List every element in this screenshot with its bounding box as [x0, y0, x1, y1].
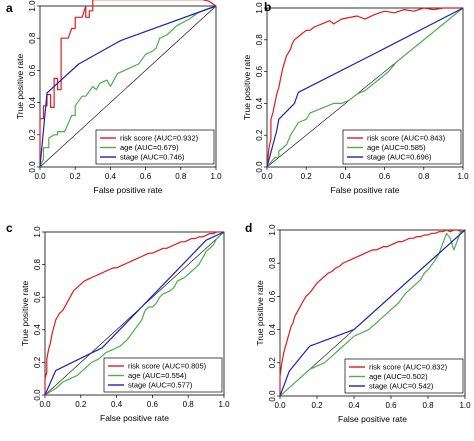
x-tick-label: 0.0: [39, 400, 51, 409]
plot-frame: [266, 7, 464, 168]
y-tick-label: 0.4: [33, 324, 42, 336]
series-line-1: [266, 7, 464, 168]
panel-letter: a: [6, 1, 13, 15]
series-line-0: [39, 0, 217, 167]
roc-chart-d: 0.0 0.2 0.4 0.6 0.8 1.0 0.0 0.2 0.4 0.6 0.8 1.0 Fals…: [245, 221, 471, 424]
x-tick-label: 0.4: [111, 400, 123, 409]
legend-entry: age (AUC=0.585): [367, 143, 426, 152]
legend-entry: age (AUC=0.502): [369, 372, 428, 381]
x-tick-label: 0.6: [379, 172, 391, 181]
x-tick-label: 0.8: [183, 400, 195, 409]
series-line-2: [266, 7, 464, 168]
y-tick-label: 0.0: [28, 161, 37, 173]
y-tick-label: 0.2: [255, 129, 264, 141]
legend-entry: stage (AUC=0.542): [369, 382, 434, 391]
x-tick-label: 0.6: [140, 172, 152, 181]
y-tick-label: 0.6: [28, 64, 37, 76]
y-axis-label: True positive rate: [255, 280, 265, 346]
x-tick-label: 0.2: [311, 401, 323, 410]
x-tick-label: 1.0: [457, 172, 469, 181]
y-tick-label: 1.0: [268, 224, 277, 236]
roc-panel-a: 0.0 0.2 0.4 0.6 0.8 1.0 0.0 0.2 0.4 0.6 0.8 1.0 Fals…: [0, 0, 237, 220]
legend-entry: stage (AUC=0.577): [128, 381, 193, 390]
series-line-1: [44, 231, 225, 396]
y-tick-label: 0.0: [33, 389, 42, 401]
y-tick-label: 1.0: [33, 226, 42, 238]
series-line-2: [279, 229, 466, 397]
x-axis-label: False positive rate: [331, 185, 400, 195]
roc-chart-b: 0.0 0.2 0.4 0.6 0.8 1.0 0.0 0.2 0.4 0.6 0.8 1.0 Fals…: [242, 0, 469, 195]
plot-frame: [279, 229, 466, 397]
x-tick-label: 0.2: [70, 172, 82, 181]
x-tick-label: 0.0: [261, 172, 273, 181]
x-axis-label: False positive rate: [100, 413, 169, 423]
x-tick-label: 1.0: [218, 400, 230, 409]
panel-letter: b: [264, 0, 271, 14]
y-axis-label: True positive rate: [15, 54, 25, 120]
x-tick-label: 0.8: [175, 172, 187, 181]
legend-entry: stage (AUC=0.696): [367, 153, 432, 162]
roc-chart-c: 0.0 0.2 0.4 0.6 0.8 1.0 0.0 0.2 0.4 0.6 0.8 1.0 Fals…: [6, 221, 230, 423]
diagonal-reference-line: [39, 5, 217, 168]
roc-panel-d: 0.0 0.2 0.4 0.6 0.8 1.0 0.0 0.2 0.4 0.6 0.8 1.0 Fals…: [237, 220, 474, 441]
x-tick-label: 0.4: [348, 401, 360, 410]
y-tick-label: 0.4: [255, 97, 264, 109]
x-tick-label: 0.6: [147, 400, 159, 409]
y-tick-label: 0.6: [268, 290, 277, 302]
y-tick-label: 0.8: [33, 258, 42, 270]
series-line-2: [44, 231, 225, 396]
x-tick-label: 0.2: [75, 400, 87, 409]
roc-chart-a: 0.0 0.2 0.4 0.6 0.8 1.0 0.0 0.2 0.4 0.6 0.8 1.0 Fals…: [6, 0, 222, 195]
series-line-1: [39, 5, 217, 168]
roc-panel-b: 0.0 0.2 0.4 0.6 0.8 1.0 0.0 0.2 0.4 0.6 0.8 1.0 Fals…: [237, 0, 474, 220]
y-axis-label: True positive rate: [20, 281, 30, 347]
x-tick-label: 0.8: [418, 172, 430, 181]
x-tick-label: 1.0: [210, 172, 222, 181]
y-tick-label: 1.0: [28, 0, 37, 12]
x-tick-label: 0.6: [385, 401, 397, 410]
y-tick-label: 1.0: [255, 2, 264, 14]
legend-entry: risk score (AUC=0.832): [369, 363, 448, 372]
y-tick-label: 0.4: [268, 323, 277, 335]
x-tick-label: 0.0: [274, 401, 286, 410]
series-line-0: [44, 231, 224, 395]
x-tick-label: 0.0: [34, 172, 46, 181]
x-tick-label: 0.8: [422, 401, 434, 410]
series-line-0: [266, 7, 463, 168]
series-line-1: [279, 229, 465, 397]
legend-entry: age (AUC=0.679): [120, 143, 179, 152]
series-line-0: [279, 229, 466, 396]
panel-letter: c: [6, 221, 13, 235]
legend-entry: risk score (AUC=0.932): [120, 134, 199, 143]
y-tick-label: 0.0: [255, 161, 264, 173]
x-axis-label: False positive rate: [338, 414, 407, 424]
x-tick-label: 0.2: [301, 172, 313, 181]
series-line-2: [39, 5, 217, 168]
legend-entry: risk score (AUC=0.843): [367, 134, 446, 143]
x-axis-label: False positive rate: [94, 185, 163, 195]
x-tick-label: 0.4: [340, 172, 352, 181]
y-axis-label: True positive rate: [242, 55, 252, 121]
y-tick-label: 0.8: [268, 257, 277, 269]
y-tick-label: 0.8: [255, 34, 264, 46]
plot-frame: [44, 231, 225, 396]
x-tick-label: 0.4: [105, 172, 117, 181]
plot-frame: [39, 5, 217, 168]
legend-entry: stage (AUC=0.746): [120, 153, 185, 162]
legend-entry: age (AUC=0.554): [128, 371, 187, 380]
y-tick-label: 0.4: [28, 96, 37, 108]
y-tick-label: 0.2: [268, 357, 277, 369]
y-tick-label: 0.2: [33, 356, 42, 368]
y-tick-label: 0.6: [255, 65, 264, 77]
roc-panel-c: 0.0 0.2 0.4 0.6 0.8 1.0 0.0 0.2 0.4 0.6 0.8 1.0 Fals…: [0, 220, 237, 441]
y-tick-label: 0.2: [28, 129, 37, 141]
panel-letter: d: [245, 221, 252, 235]
x-tick-label: 1.0: [459, 401, 471, 410]
y-tick-label: 0.8: [28, 32, 37, 44]
y-tick-label: 0.0: [268, 390, 277, 402]
y-tick-label: 0.6: [33, 291, 42, 303]
legend-entry: risk score (AUC=0.805): [128, 362, 207, 371]
